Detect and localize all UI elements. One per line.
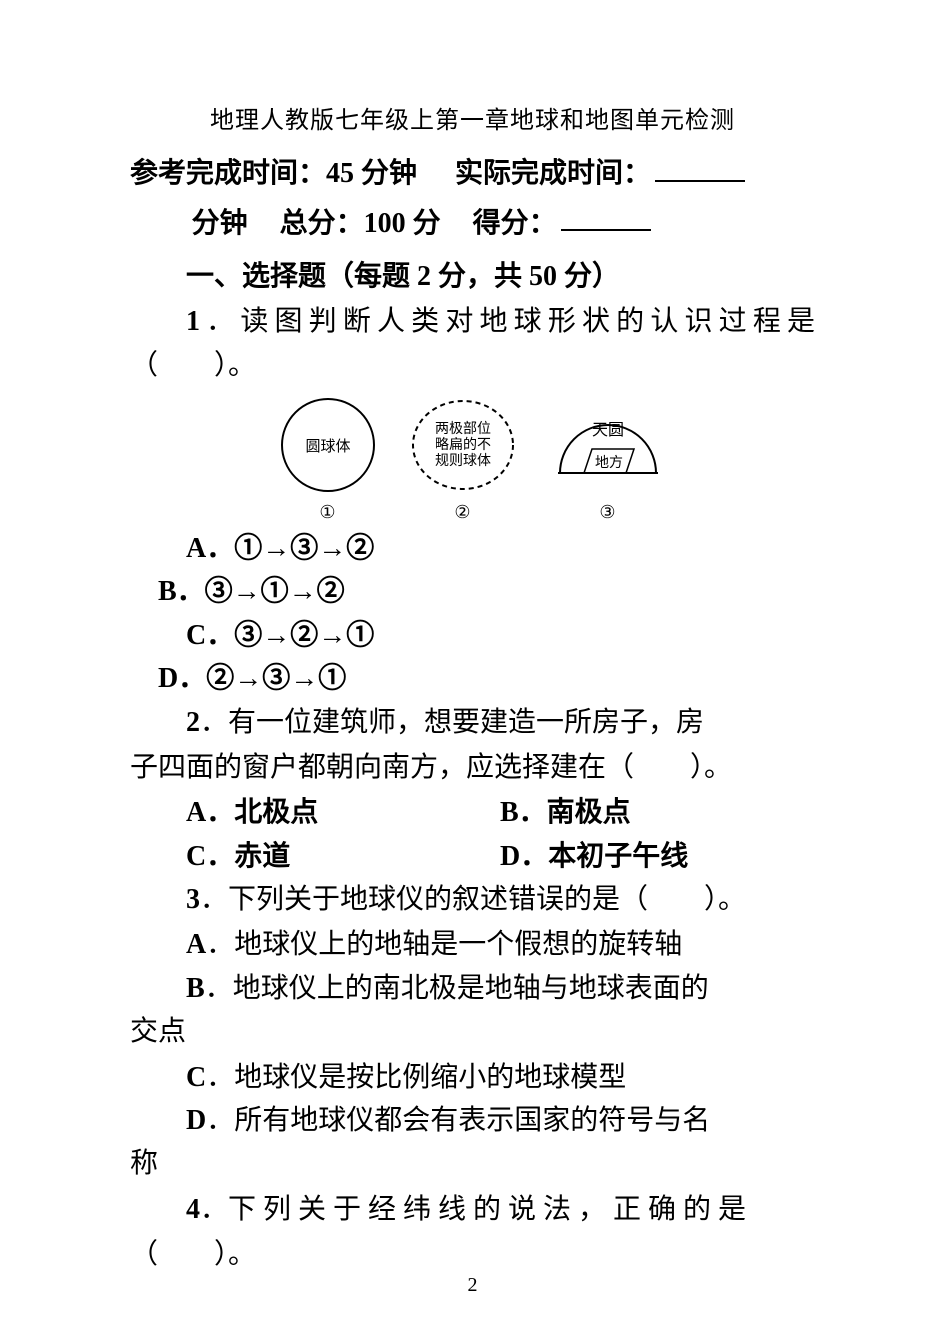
svg-text:规则球体: 规则球体 [435,453,491,469]
q2-row-ab: A．北极点 B．南极点 [130,791,815,834]
q3-optA-text: ．地球仪上的地轴是一个假想的旋转轴 [206,929,682,960]
q2-row-cd: C．赤道 D．本初子午线 [130,835,815,878]
question-4: 4．下 列 关 于 经 纬 线 的 说 法 ， 正 确 的 是 [130,1188,815,1231]
q3-optD-a: D．所有地球仪都会有表示国家的符号与名 [130,1099,815,1142]
q1-num: 1 [186,306,200,337]
question-1: 1．读图判断人类对地球形状的认识过程是（ ）。 [130,300,815,387]
q3-optD-text-a: ．所有地球仪都会有表示国家的符号与名 [206,1105,710,1136]
actual-time-blank[interactable] [655,151,745,182]
minutes-suffix: 分钟 [192,207,248,238]
dome-square-icon: 天圆 地方 [548,395,668,495]
actual-time-label: 实际完成时间： [455,158,651,189]
fig1-num: ① [278,502,378,523]
q2-optB: B．南极点 [500,797,631,828]
q1-optD: D．②→③→① [130,657,815,700]
q1-text: ．读图判断人类对地球形状的认识过程是（ ）。 [130,306,815,380]
q1-figure: 圆球体 ① 两极部位 略扁的不 规则球体 ② 天圆 地方 ③ [130,395,815,523]
q3-optB-text-a: ．地球仪上的南北极是地轴与地球表面的 [205,973,709,1004]
q2-num: 2 [186,707,200,738]
section-1-title: 一、选择题（每题 2 分，共 50 分） [130,254,815,294]
score-blank[interactable] [561,201,651,232]
total-label: 总分： [280,207,364,238]
svg-text:地方: 地方 [595,455,623,471]
svg-text:圆球体: 圆球体 [305,438,350,455]
score-label: 得分： [473,207,557,238]
q3-text: ．下列关于地球仪的叙述错误的是（ ）。 [200,884,746,915]
q3-optA: A．地球仪上的地轴是一个假想的旋转轴 [130,923,815,966]
info-block: 参考完成时间：45 分钟 实际完成时间： 分钟 总分：100 分 得分： [130,151,815,246]
fig-1: 圆球体 ① [278,395,378,523]
page-number: 2 [0,1274,945,1297]
q3-optB-b: 交点 [130,1010,815,1053]
q1-optA: A．①→③→② [130,527,815,570]
q3-optB-a: B．地球仪上的南北极是地轴与地球表面的 [130,967,815,1010]
q3-num: 3 [186,884,200,915]
q2-optC: C．赤道 [186,841,290,872]
q3-optC: C．地球仪是按比例缩小的地球模型 [130,1056,815,1099]
ref-time-value: 45 分钟 [326,158,417,189]
svg-text:天圆: 天圆 [591,422,623,439]
fig2-num: ② [408,502,518,523]
doc-header: 地理人教版七年级上第一章地球和地图单元检测 [130,100,815,135]
svg-text:两极部位: 两极部位 [435,421,491,437]
q2-optA: A．北极点 [186,797,318,828]
total-value: 100 分 [364,207,441,238]
q4-text-a: ．下 列 关 于 经 纬 线 的 说 法 ， 正 确 的 是 [200,1194,746,1225]
q1-optC: C．③→②→① [130,614,815,657]
fig3-num: ③ [548,502,668,523]
q2-text-b: 子四面的窗户都朝向南方，应选择建在（ ）。 [130,746,815,789]
q2-optD: D．本初子午线 [500,841,688,872]
fig-3: 天圆 地方 ③ [548,395,668,523]
q4-text-b: （ ）。 [130,1233,815,1276]
q3-optC-text: ．地球仪是按比例缩小的地球模型 [206,1062,626,1093]
question-2: 2．有一位建筑师，想要建造一所房子，房 [130,701,815,744]
dashed-oblate-icon: 两极部位 略扁的不 规则球体 [408,395,518,495]
q1-optB: B．③→①→② [130,570,815,613]
svg-text:略扁的不: 略扁的不 [435,437,491,453]
q2-text-a: ．有一位建筑师，想要建造一所房子，房 [200,707,704,738]
ref-time-label: 参考完成时间： [130,158,326,189]
q4-num: 4 [186,1194,200,1225]
fig-2: 两极部位 略扁的不 规则球体 ② [408,395,518,523]
question-3: 3．下列关于地球仪的叙述错误的是（ ）。 [130,878,815,921]
circle-sphere-icon: 圆球体 [278,395,378,495]
q3-optD-b: 称 [130,1142,815,1185]
